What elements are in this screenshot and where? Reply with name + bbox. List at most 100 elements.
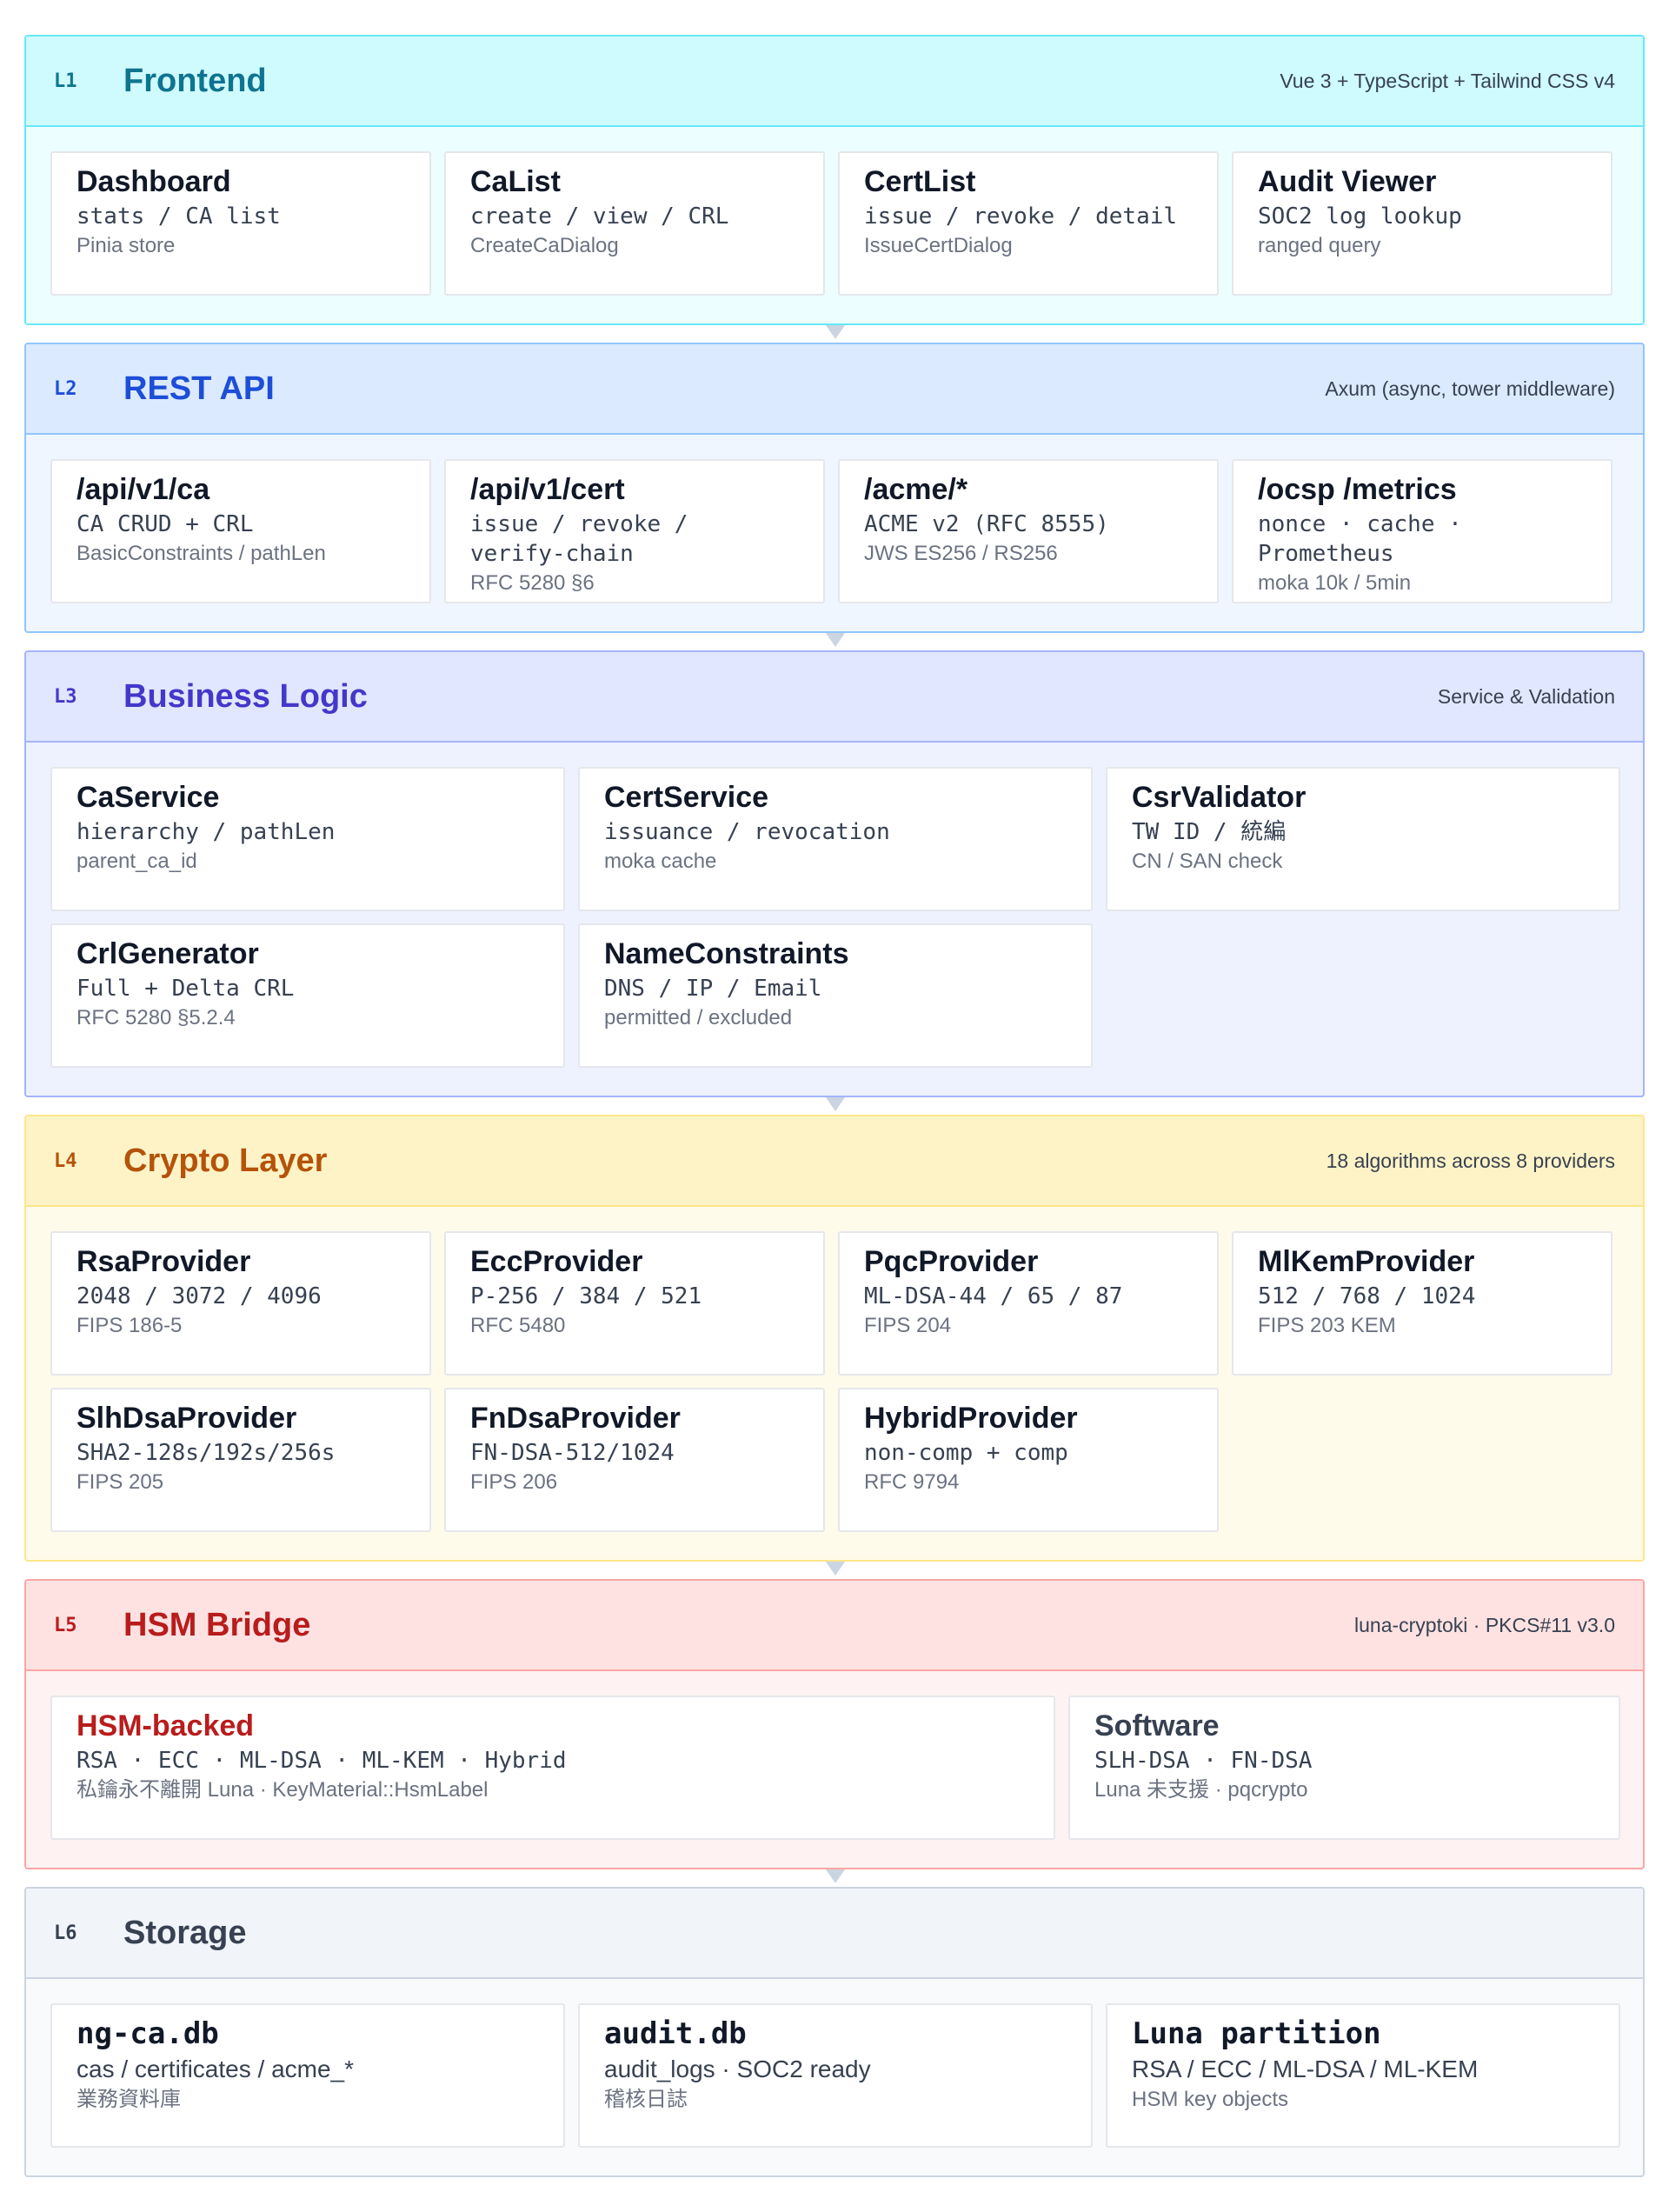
layer-body: /api/v1/ca CA CRUD + CRL BasicConstraint… — [26, 435, 1643, 631]
layer-note: luna-cryptoki · PKCS#11 v3.0 — [1354, 1613, 1615, 1636]
layer-header: L3 Business Logic Service & Validation — [26, 652, 1643, 743]
layer-number: L5 — [54, 1614, 77, 1636]
card-title: audit.db — [604, 2016, 747, 2051]
card-title: Software — [1094, 1709, 1220, 1742]
card-pqcprovider: PqcProvider ML-DSA-44 / 65 / 87 FIPS 204 — [838, 1231, 1219, 1376]
card-title: CertService — [604, 781, 769, 814]
layer-number: L3 — [54, 685, 77, 708]
card-eccprovider: EccProvider P-256 / 384 / 521 RFC 5480 — [444, 1231, 825, 1376]
layer-body: CaService hierarchy / pathLen parent_ca_… — [26, 743, 1643, 1096]
card-detail: SOC2 log lookup — [1258, 203, 1462, 230]
card-note: 私鑰永不離開 Luna · KeyMaterial::HsmLabel — [76, 1778, 489, 1802]
layer-crypto: L4 Crypto Layer 18 algorithms across 8 p… — [24, 1115, 1645, 1562]
layer-note: Vue 3 + TypeScript + Tailwind CSS v4 — [1280, 69, 1615, 92]
card-fndsaprovider: FnDsaProvider FN-DSA-512/1024 FIPS 206 — [444, 1388, 825, 1532]
card-audit-db: audit.db audit_logs · SOC2 ready 稽核日誌 — [578, 2003, 1093, 2148]
card-ocsp-metrics: /ocsp /metrics nonce · cache · Prometheu… — [1232, 459, 1612, 603]
card-calist: CaList create / view / CRL CreateCaDialo… — [444, 151, 825, 296]
layer-number: L2 — [54, 377, 77, 400]
layer-connector-arrow — [826, 1869, 845, 1883]
layer-body: HSM-backed RSA · ECC · ML-DSA · ML-KEM ·… — [26, 1671, 1643, 1868]
layer-title: Crypto Layer — [123, 1142, 328, 1179]
layer-number: L6 — [54, 1922, 77, 1944]
layer-storage: L6 Storage ng-ca.db cas / certificates /… — [24, 1887, 1645, 2177]
card-acme: /acme/* ACME v2 (RFC 8555) JWS ES256 / R… — [838, 459, 1219, 603]
card-detail: SLH-DSA · FN-DSA — [1094, 1748, 1313, 1774]
card-luna-partition: Luna partition RSA / ECC / ML-DSA / ML-K… — [1106, 2003, 1620, 2148]
card-title: /acme/* — [864, 473, 968, 506]
card-note: parent_ca_id — [76, 849, 197, 873]
card-detail: ML-DSA-44 / 65 / 87 — [864, 1283, 1123, 1309]
card-mlkemprovider: MlKemProvider 512 / 768 / 1024 FIPS 203 … — [1232, 1231, 1612, 1376]
card-title: PqcProvider — [864, 1245, 1039, 1278]
layer-hsm-bridge: L5 HSM Bridge luna-cryptoki · PKCS#11 v3… — [24, 1579, 1645, 1869]
card-detail: 512 / 768 / 1024 — [1258, 1283, 1476, 1309]
layer-header: L1 Frontend Vue 3 + TypeScript + Tailwin… — [26, 37, 1643, 127]
layer-title: Storage — [123, 1914, 247, 1951]
card-detail: issue / revoke / detail — [864, 203, 1178, 230]
card-detail: DNS / IP / Email — [604, 976, 822, 1002]
layer-body: ng-ca.db cas / certificates / acme_* 業務資… — [26, 1979, 1643, 2175]
card-caservice: CaService hierarchy / pathLen parent_ca_… — [50, 767, 565, 911]
layer-rest-api: L2 REST API Axum (async, tower middlewar… — [24, 343, 1645, 633]
card-title: CaList — [470, 165, 561, 198]
card-software: Software SLH-DSA · FN-DSA Luna 未支援 · pqc… — [1068, 1696, 1620, 1840]
card-note: FIPS 204 — [864, 1314, 952, 1337]
card-detail: ACME v2 (RFC 8555) — [864, 511, 1109, 537]
card-note: FIPS 186-5 — [76, 1314, 183, 1337]
card-note: Luna 未支援 · pqcrypto — [1094, 1778, 1308, 1802]
card-title: ng-ca.db — [76, 2016, 219, 2051]
layer-title: Business Logic — [123, 677, 368, 715]
card-crlgenerator: CrlGenerator Full + Delta CRL RFC 5280 §… — [50, 923, 565, 1068]
layer-number: L1 — [54, 70, 77, 92]
card-hsm-backed: HSM-backed RSA · ECC · ML-DSA · ML-KEM ·… — [50, 1696, 1055, 1840]
card-detail: create / view / CRL — [470, 203, 729, 230]
card-title: Dashboard — [76, 165, 231, 198]
card-note: IssueCertDialog — [864, 234, 1013, 257]
card-hybridprovider: HybridProvider non-comp + comp RFC 9794 — [838, 1388, 1219, 1532]
card-detail: FN-DSA-512/1024 — [470, 1440, 675, 1466]
card-ng-ca-db: ng-ca.db cas / certificates / acme_* 業務資… — [50, 2003, 565, 2148]
layer-title: Frontend — [123, 62, 267, 99]
card-title: FnDsaProvider — [470, 1402, 681, 1435]
card-detail: non-comp + comp — [864, 1440, 1068, 1466]
card-title: /api/v1/ca — [76, 473, 210, 506]
card-detail: RSA · ECC · ML-DSA · ML-KEM · Hybrid — [76, 1748, 567, 1774]
card-dashboard: Dashboard stats / CA list Pinia store — [50, 151, 431, 296]
layer-note: 18 algorithms across 8 providers — [1326, 1149, 1615, 1172]
layer-header: L5 HSM Bridge luna-cryptoki · PKCS#11 v3… — [26, 1581, 1643, 1671]
card-csrvalidator: CsrValidator TW ID / 統編 CN / SAN check — [1106, 767, 1620, 911]
layer-note: Axum (async, tower middleware) — [1325, 376, 1615, 400]
layer-business-logic: L3 Business Logic Service & Validation C… — [24, 650, 1645, 1097]
card-note: CN / SAN check — [1132, 849, 1283, 873]
layer-note: Service & Validation — [1437, 684, 1615, 708]
card-title: HybridProvider — [864, 1402, 1078, 1435]
card-note: 業務資料庫 — [76, 2088, 181, 2111]
card-note: moka cache — [604, 849, 717, 873]
card-detail: P-256 / 384 / 521 — [470, 1283, 702, 1309]
card-detail: RSA / ECC / ML-DSA / ML-KEM — [1132, 2055, 1479, 2082]
layer-body: RsaProvider 2048 / 3072 / 4096 FIPS 186-… — [26, 1207, 1643, 1560]
card-note: HSM key objects — [1132, 2088, 1289, 2111]
card-detail: stats / CA list — [76, 203, 281, 230]
card-title: CrlGenerator — [76, 937, 259, 970]
card-certservice: CertService issuance / revocation moka c… — [578, 767, 1093, 911]
layer-body: Dashboard stats / CA list Pinia store Ca… — [26, 127, 1643, 323]
card-title: Audit Viewer — [1258, 165, 1437, 198]
layer-connector-arrow — [826, 633, 845, 647]
card-detail: hierarchy / pathLen — [76, 819, 336, 845]
card-note: RFC 9794 — [864, 1470, 960, 1494]
card-note: 稽核日誌 — [604, 2088, 688, 2111]
layer-connector-arrow — [826, 1097, 845, 1111]
card-detail: nonce · cache · Prometheus — [1258, 511, 1462, 567]
card-detail: Full + Delta CRL — [76, 976, 295, 1002]
card-title: EccProvider — [470, 1245, 643, 1278]
layer-title: HSM Bridge — [123, 1606, 311, 1643]
card-api-cert: /api/v1/cert issue / revoke / verify-cha… — [444, 459, 825, 603]
card-note: RFC 5480 — [470, 1314, 566, 1337]
card-note: JWS ES256 / RS256 — [864, 542, 1058, 565]
layer-number: L4 — [54, 1149, 77, 1172]
card-title: /ocsp /metrics — [1258, 473, 1457, 506]
card-title: HSM-backed — [76, 1709, 255, 1742]
